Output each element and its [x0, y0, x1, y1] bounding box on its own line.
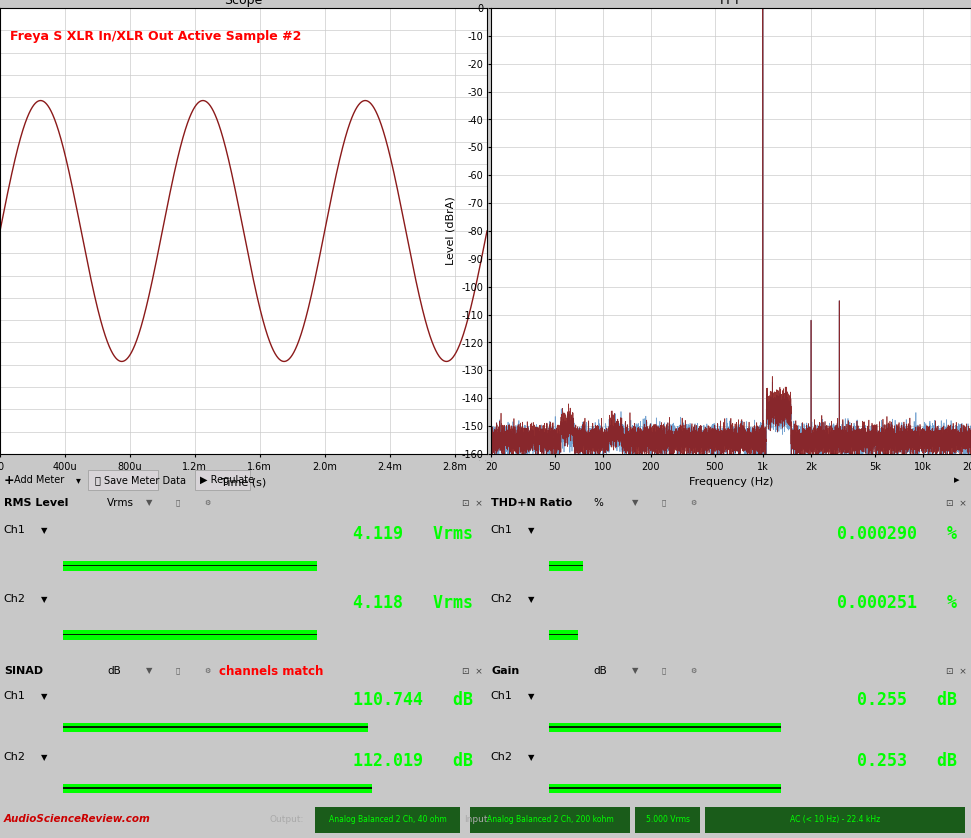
Text: 112.019   dB: 112.019 dB: [353, 752, 473, 769]
Text: 0.000290   %: 0.000290 %: [837, 525, 957, 543]
Text: ⊡  ×: ⊡ ×: [947, 499, 967, 508]
Text: ▼: ▼: [146, 499, 152, 508]
FancyBboxPatch shape: [63, 565, 317, 566]
Text: Ch2: Ch2: [3, 594, 25, 604]
Text: Freya S XLR In/XLR Out Active Sample #2: Freya S XLR In/XLR Out Active Sample #2: [10, 30, 301, 44]
X-axis label: Time (s): Time (s): [220, 477, 266, 487]
Text: THD+N Ratio: THD+N Ratio: [491, 498, 572, 508]
Bar: [88, 470, 158, 489]
Bar: [635, 807, 700, 833]
FancyBboxPatch shape: [549, 561, 583, 571]
Text: ⚙: ⚙: [205, 500, 211, 506]
Text: %: %: [593, 498, 603, 508]
Text: ▼: ▼: [42, 691, 48, 701]
FancyBboxPatch shape: [63, 723, 368, 732]
Bar: [315, 807, 460, 833]
Text: 0.253   dB: 0.253 dB: [857, 752, 957, 769]
Text: Vrms: Vrms: [107, 498, 134, 508]
Text: ▾: ▾: [76, 475, 81, 485]
Text: 🖼: 🖼: [176, 668, 180, 675]
Text: dB: dB: [107, 666, 121, 676]
Text: SINAD: SINAD: [4, 666, 43, 676]
Y-axis label: Level (dBrA): Level (dBrA): [446, 197, 455, 266]
Text: 110.744   dB: 110.744 dB: [353, 691, 473, 708]
FancyBboxPatch shape: [549, 565, 583, 566]
Text: ▼: ▼: [42, 595, 48, 603]
Text: AudioScienceReview.com: AudioScienceReview.com: [4, 814, 151, 824]
Text: ▼: ▼: [528, 595, 535, 603]
FancyBboxPatch shape: [549, 630, 579, 639]
Text: Ch2: Ch2: [490, 753, 512, 763]
Text: ⚙: ⚙: [690, 668, 696, 674]
Text: Input:: Input:: [464, 815, 490, 824]
Text: AC (< 10 Hz) - 22.4 kHz: AC (< 10 Hz) - 22.4 kHz: [789, 815, 880, 824]
FancyBboxPatch shape: [549, 784, 781, 793]
Text: dB: dB: [593, 666, 607, 676]
Text: channels match: channels match: [219, 665, 323, 677]
Text: ⊡  ×: ⊡ ×: [462, 666, 483, 675]
Text: ▼: ▼: [528, 691, 535, 701]
Text: Ch2: Ch2: [3, 753, 25, 763]
Text: ▼: ▼: [42, 753, 48, 762]
Text: 🖼: 🖼: [176, 499, 180, 506]
Text: Ch1: Ch1: [3, 525, 25, 535]
Text: Ch2: Ch2: [490, 594, 512, 604]
Text: 0.255   dB: 0.255 dB: [857, 691, 957, 708]
Text: 💾 Save Meter Data: 💾 Save Meter Data: [95, 475, 186, 485]
Text: Analog Balanced 2 Ch, 200 kohm: Analog Balanced 2 Ch, 200 kohm: [486, 815, 614, 824]
Text: 4.119   Vrms: 4.119 Vrms: [353, 525, 473, 543]
FancyBboxPatch shape: [549, 634, 579, 635]
Text: ⚙: ⚙: [690, 500, 696, 506]
Text: RMS Level: RMS Level: [4, 498, 68, 508]
X-axis label: Frequency (Hz): Frequency (Hz): [688, 477, 773, 487]
FancyBboxPatch shape: [63, 630, 317, 639]
Bar: [705, 807, 965, 833]
Text: · · ·: · · ·: [478, 456, 493, 466]
Text: 🖼: 🖼: [661, 499, 665, 506]
Text: Ch1: Ch1: [490, 525, 512, 535]
Text: Output:: Output:: [270, 815, 304, 824]
Text: Ch1: Ch1: [3, 691, 25, 701]
Text: +: +: [4, 473, 15, 487]
Text: ⊡  ×: ⊡ ×: [947, 666, 967, 675]
Bar: [470, 807, 630, 833]
Title: Scope: Scope: [224, 0, 262, 7]
Text: 🖼: 🖼: [661, 668, 665, 675]
Title: FFT: FFT: [720, 0, 742, 7]
Text: ⚙: ⚙: [205, 668, 211, 674]
Text: ▼: ▼: [632, 666, 639, 675]
FancyBboxPatch shape: [63, 561, 317, 571]
Text: ▶ Regulate: ▶ Regulate: [200, 475, 254, 485]
Text: ▼: ▼: [42, 525, 48, 535]
Text: 5.000 Vrms: 5.000 Vrms: [646, 815, 689, 824]
FancyBboxPatch shape: [549, 787, 781, 789]
Text: ⊡  ×: ⊡ ×: [462, 499, 483, 508]
FancyBboxPatch shape: [63, 727, 368, 728]
Text: ▼: ▼: [632, 499, 639, 508]
Text: ▼: ▼: [528, 753, 535, 762]
Text: ▸: ▸: [954, 475, 960, 485]
Text: 0.000251   %: 0.000251 %: [837, 594, 957, 612]
Text: ▼: ▼: [528, 525, 535, 535]
FancyBboxPatch shape: [63, 784, 372, 793]
Text: Gain: Gain: [491, 666, 519, 676]
Text: ▼: ▼: [146, 666, 152, 675]
Bar: [195, 470, 250, 489]
FancyBboxPatch shape: [63, 634, 317, 635]
Text: Add Meter: Add Meter: [14, 475, 64, 485]
FancyBboxPatch shape: [549, 727, 781, 728]
Text: 4.118   Vrms: 4.118 Vrms: [353, 594, 473, 612]
FancyBboxPatch shape: [549, 723, 781, 732]
FancyBboxPatch shape: [63, 787, 372, 789]
Text: Analog Balanced 2 Ch, 40 ohm: Analog Balanced 2 Ch, 40 ohm: [328, 815, 447, 824]
Text: Ch1: Ch1: [490, 691, 512, 701]
